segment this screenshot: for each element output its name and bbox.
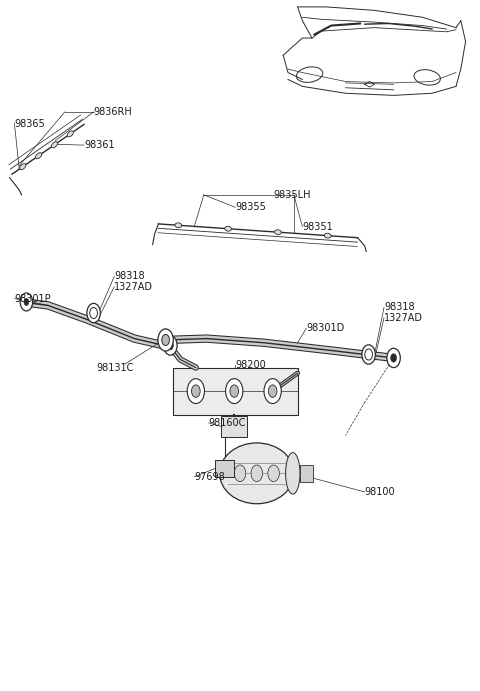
Text: 98131C: 98131C [96,363,133,372]
Ellipse shape [220,443,294,504]
Text: 98355: 98355 [235,202,266,212]
Circle shape [268,465,279,482]
Text: 98200: 98200 [235,360,266,370]
Ellipse shape [175,223,181,228]
Ellipse shape [324,233,331,238]
Text: 9835LH: 9835LH [274,190,311,200]
FancyBboxPatch shape [300,465,313,482]
Ellipse shape [20,164,26,170]
Text: 98301D: 98301D [306,323,345,333]
Circle shape [20,293,33,311]
Circle shape [24,299,29,305]
Circle shape [264,379,281,404]
Text: 9836RH: 9836RH [94,107,132,117]
Text: 98365: 98365 [14,120,45,129]
Text: 98361: 98361 [84,140,115,150]
Circle shape [164,336,177,355]
Circle shape [251,465,263,482]
Circle shape [268,385,277,397]
Circle shape [90,307,97,319]
Text: 1327AD: 1327AD [384,313,423,323]
FancyBboxPatch shape [221,416,247,437]
FancyBboxPatch shape [173,368,298,415]
Circle shape [362,345,375,364]
Circle shape [365,349,372,360]
Circle shape [391,354,396,362]
Circle shape [158,329,173,351]
Text: 98160C: 98160C [209,418,246,428]
Circle shape [234,465,246,482]
Circle shape [192,385,200,397]
Text: 1327AD: 1327AD [114,282,153,292]
Ellipse shape [225,226,231,231]
Ellipse shape [36,153,42,159]
Text: 97698: 97698 [194,472,225,482]
Ellipse shape [275,229,281,235]
Circle shape [187,379,204,404]
Circle shape [159,330,172,350]
Circle shape [168,341,173,350]
Circle shape [163,336,168,344]
Ellipse shape [51,142,58,148]
Ellipse shape [286,453,300,494]
Text: 98318: 98318 [384,303,415,312]
Text: 98351: 98351 [302,222,333,231]
Text: 98318: 98318 [114,272,145,281]
Circle shape [387,348,400,368]
Text: 98100: 98100 [365,487,396,497]
Circle shape [162,334,169,346]
Ellipse shape [67,131,73,137]
Text: 98301P: 98301P [14,294,51,303]
Circle shape [87,303,100,323]
Circle shape [230,385,239,397]
Circle shape [226,379,243,404]
FancyBboxPatch shape [215,460,234,477]
